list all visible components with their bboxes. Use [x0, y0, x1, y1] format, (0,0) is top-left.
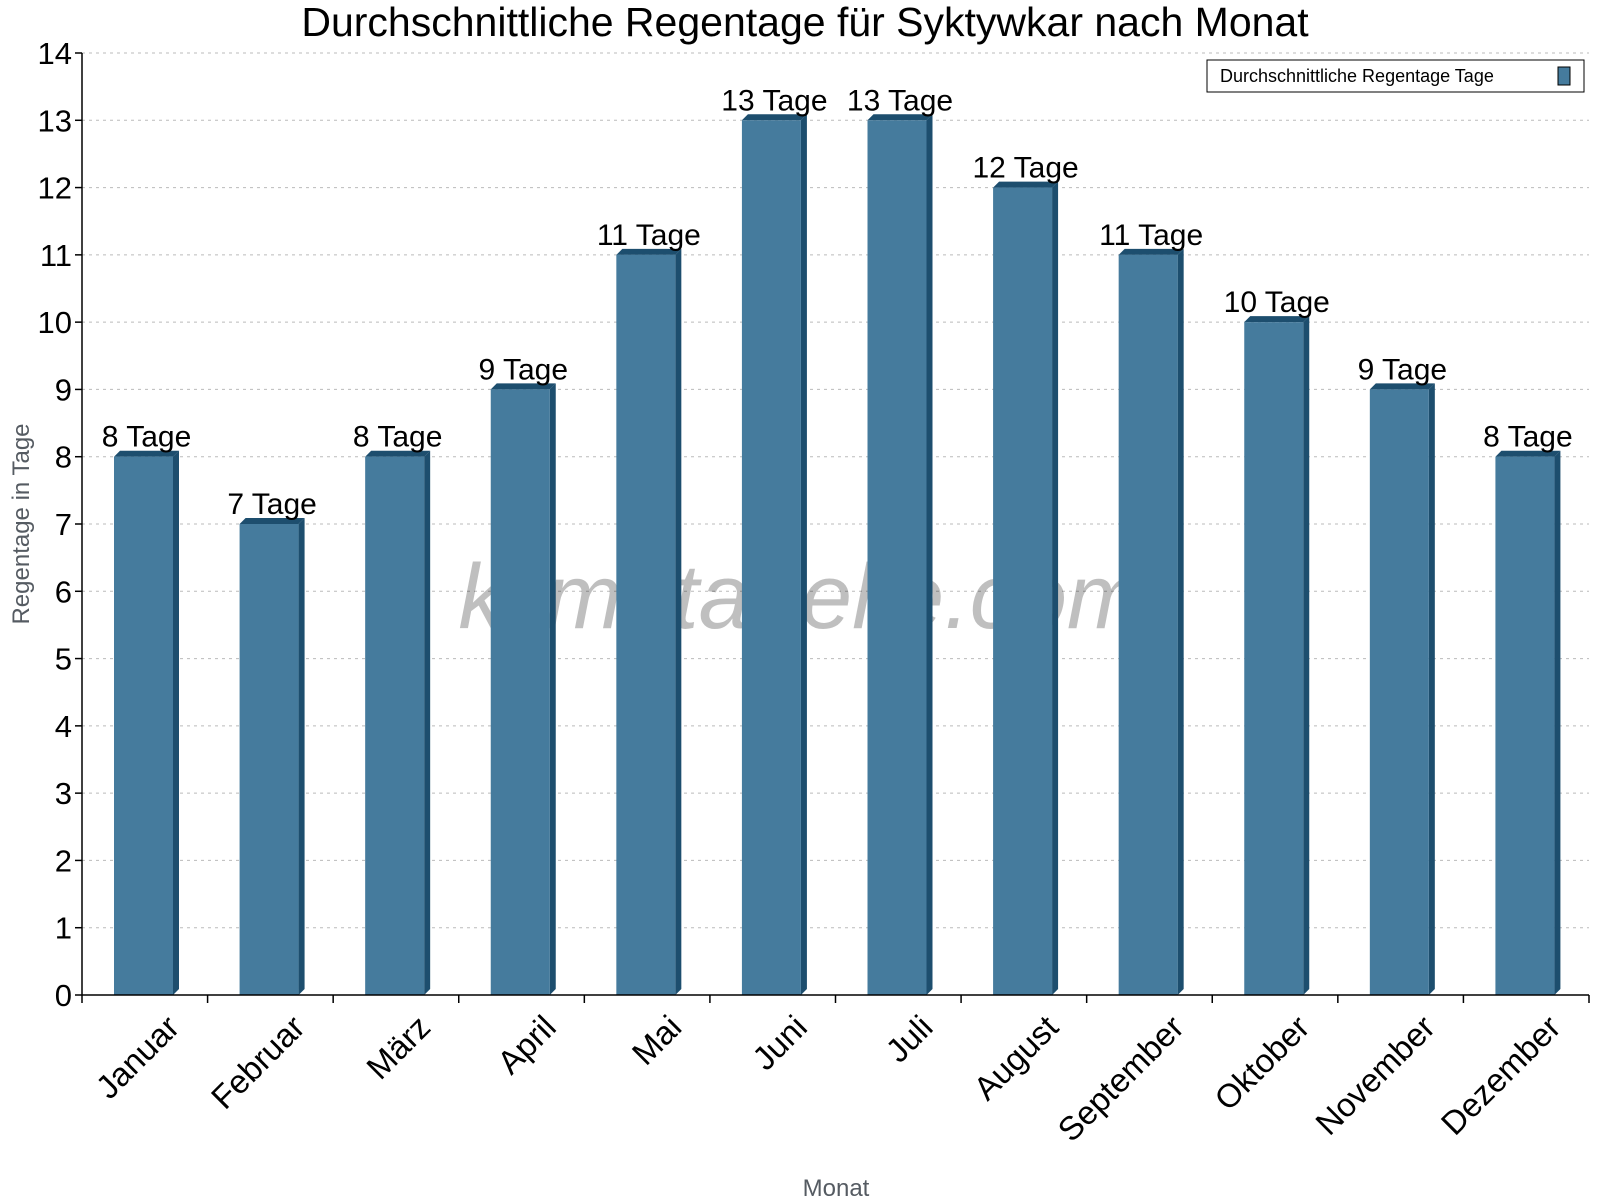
- x-axis-label: Monat: [803, 1175, 870, 1200]
- bar-side: [1428, 383, 1435, 995]
- bar-top: [490, 383, 556, 390]
- y-tick-label: 3: [55, 776, 72, 811]
- bar-top: [114, 450, 179, 457]
- data-label: 13 Tage: [721, 84, 827, 117]
- bar-side: [173, 450, 179, 995]
- bar: [1369, 389, 1429, 995]
- x-tick-label: August: [966, 1008, 1065, 1107]
- bar-side: [1052, 181, 1059, 996]
- bar-side: [926, 114, 933, 996]
- y-tick-label: 10: [38, 305, 72, 340]
- bar-side: [424, 450, 431, 995]
- bar: [365, 456, 425, 995]
- legend-box: [1206, 59, 1585, 93]
- data-label: 11 Tage: [1099, 219, 1203, 252]
- bar: [616, 254, 676, 995]
- bar-side: [549, 383, 556, 995]
- y-tick-label: 7: [55, 507, 72, 542]
- bar-top: [867, 114, 933, 121]
- x-tick-label: September: [1050, 1008, 1190, 1148]
- bar: [1118, 254, 1178, 995]
- data-label: 8 Tage: [102, 421, 192, 454]
- bar-top: [1369, 383, 1435, 390]
- bar-top: [741, 114, 807, 121]
- data-label: 8 Tage: [1483, 421, 1573, 454]
- bar: [490, 389, 550, 995]
- data-label: 7 Tage: [227, 488, 317, 521]
- bars: 8 Tage 7 Tage 8 Tage 9 Tage 11 Tage 13 Tage 13…: [102, 84, 1573, 996]
- y-tick-label: 2: [55, 843, 72, 878]
- bar-side: [1554, 450, 1561, 995]
- bar: [867, 120, 927, 996]
- bar-top: [365, 450, 431, 457]
- bar: [993, 187, 1053, 996]
- bar: [114, 456, 173, 995]
- x-tick-label: Januar: [89, 1008, 187, 1106]
- y-tick-label: 14: [38, 36, 72, 71]
- bar-side: [675, 248, 682, 995]
- x-tick-label: Juli: [878, 1008, 939, 1069]
- x-tick-label: März: [359, 1008, 437, 1086]
- data-label: 9 Tage: [1358, 353, 1448, 386]
- data-label: 9 Tage: [478, 353, 568, 386]
- y-tick-label: 12: [38, 171, 72, 206]
- y-tick-label: 6: [55, 574, 72, 609]
- bar-top: [1244, 316, 1310, 323]
- y-tick-label: 4: [55, 709, 72, 744]
- x-tick-label: November: [1308, 1008, 1442, 1142]
- legend: Durchschnittliche Regentage Tage: [1206, 59, 1585, 93]
- x-tick-label: April: [490, 1008, 563, 1081]
- legend-label: Durchschnittliche Regentage Tage: [1220, 66, 1494, 86]
- y-tick-label: 0: [55, 978, 72, 1013]
- gridlines: [82, 52, 1589, 929]
- bar-side: [800, 114, 807, 996]
- bar-top: [1118, 248, 1184, 255]
- bar: [1495, 456, 1555, 995]
- bar-side: [1177, 248, 1184, 995]
- bar: [741, 120, 801, 996]
- x-tick-label: Mai: [625, 1008, 689, 1072]
- bar-top: [1495, 450, 1561, 457]
- y-tick-label: 8: [55, 440, 72, 475]
- data-label: 8 Tage: [353, 421, 443, 454]
- y-tick-label: 1: [55, 911, 72, 946]
- y-axis-label: Regentage in Tage: [8, 423, 35, 624]
- y-tick-label: 13: [38, 103, 72, 138]
- y-tick-label: 11: [40, 238, 72, 273]
- data-label: 13 Tage: [847, 84, 953, 117]
- x-tick-label: Februar: [204, 1008, 312, 1116]
- bar-top: [239, 518, 305, 524]
- bar: [1244, 322, 1304, 996]
- bar-top: [616, 248, 682, 255]
- bar: [239, 524, 299, 995]
- bar-side: [298, 518, 305, 995]
- x-tick-label: Dezember: [1434, 1008, 1568, 1142]
- data-label: 10 Tage: [1224, 286, 1330, 319]
- y-tick-label: 5: [55, 642, 72, 677]
- legend-swatch: [1557, 66, 1571, 86]
- bar-top: [993, 181, 1059, 188]
- x-tick-label: Oktober: [1207, 1008, 1316, 1117]
- chart-title: Durchschnittliche Regentage für Syktywka…: [301, 0, 1309, 45]
- bar-side: [1303, 316, 1310, 996]
- y-tick-label: 9: [55, 372, 72, 407]
- data-label: 11 Tage: [597, 219, 701, 252]
- x-tick-label: Juni: [745, 1008, 814, 1077]
- data-label: 12 Tage: [972, 152, 1078, 185]
